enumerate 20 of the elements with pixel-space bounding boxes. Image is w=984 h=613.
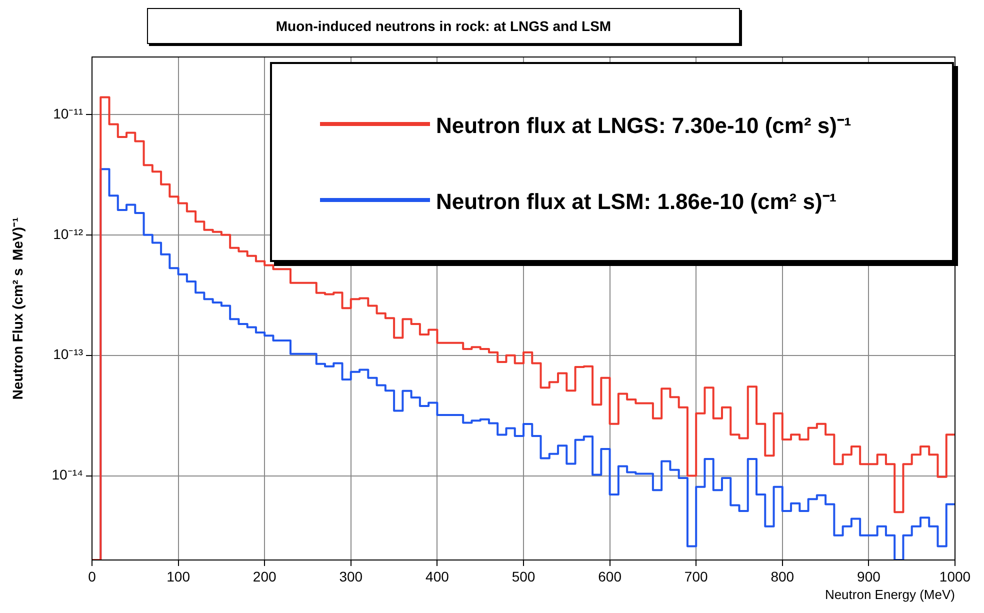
x-tick-label: 900 [857, 568, 881, 584]
x-tick-label: 300 [339, 568, 363, 584]
legend-label: Neutron flux at LSM: 1.86e-10 (cm² s)⁻¹ [436, 188, 837, 215]
chart-title: Muon-induced neutrons in rock: at LNGS and LSM [147, 8, 740, 44]
x-tick-label: 200 [252, 568, 276, 584]
x-tick-label: 600 [598, 568, 622, 584]
x-tick-label: 700 [684, 568, 708, 584]
y-tick-label: 10⁻¹³ [53, 346, 84, 362]
x-tick-label: 800 [770, 568, 794, 584]
y-tick-label: 10⁻¹⁴ [52, 466, 83, 483]
y-tick-label: 10⁻¹¹ [53, 105, 84, 122]
x-axis-title: Neutron Energy (MeV) [824, 586, 955, 602]
x-tick-label: 1000 [939, 568, 971, 584]
y-tick-label: 10⁻¹² [53, 226, 84, 242]
x-tick-label: 500 [512, 568, 536, 584]
y-axis-title: Neutron Flux (cm² s MeV)⁻¹ [9, 216, 26, 400]
legend-label: Neutron flux at LNGS: 7.30e-10 (cm² s)⁻¹ [436, 112, 852, 139]
x-tick-label: 0 [88, 568, 96, 584]
x-tick-label: 400 [426, 568, 450, 584]
x-tick-label: 100 [166, 568, 190, 584]
